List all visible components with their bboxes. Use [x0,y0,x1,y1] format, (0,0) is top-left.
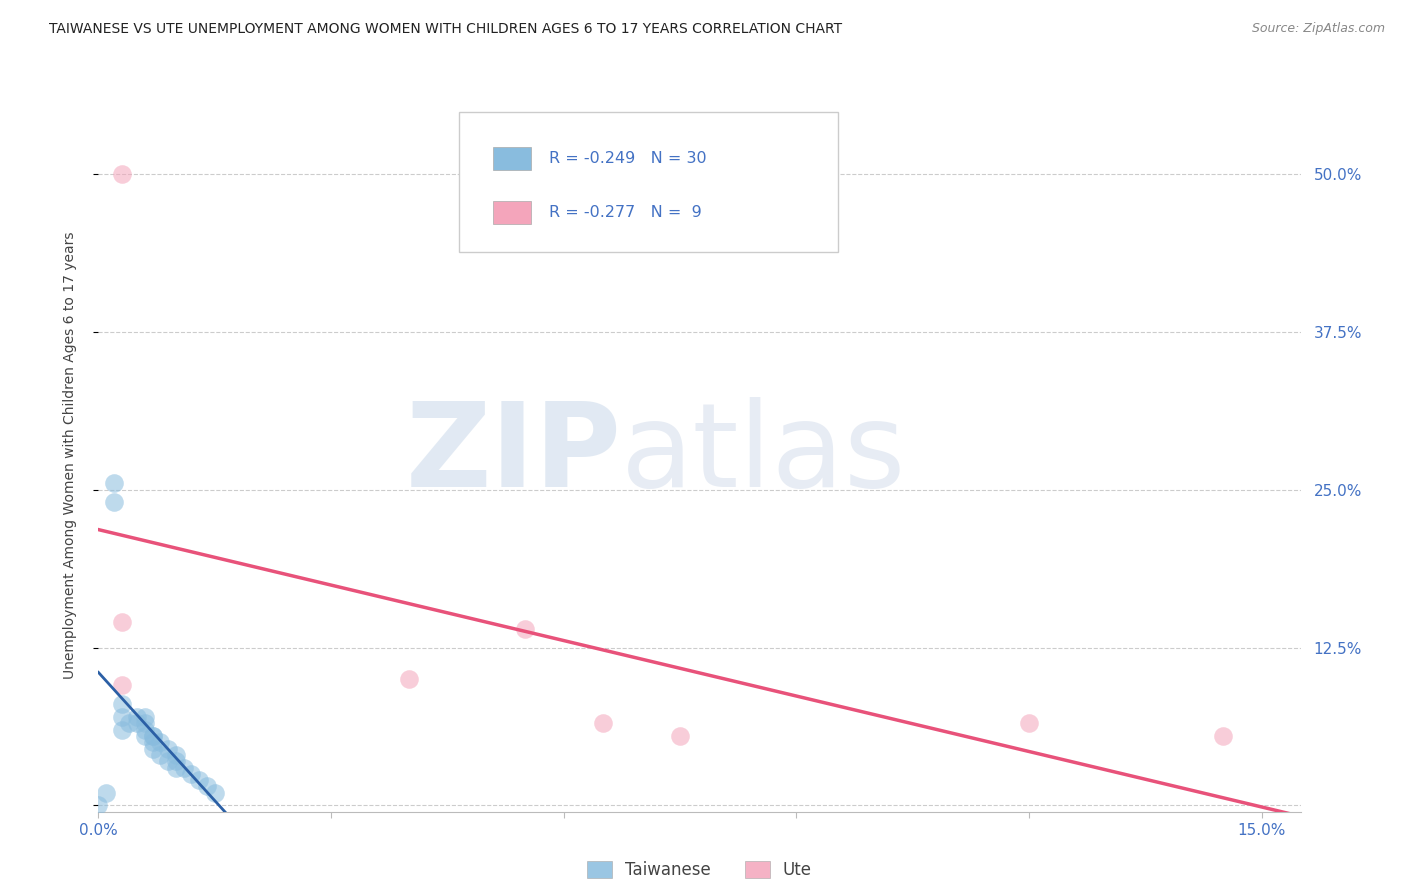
Point [1212,729,1234,743]
Text: Source: ZipAtlas.com: Source: ZipAtlas.com [1251,22,1385,36]
Point [111,698,134,712]
Point [149,747,172,762]
Y-axis label: Unemployment Among Women with Children Ages 6 to 17 years: Unemployment Among Women with Children A… [63,231,77,679]
Point [134,716,156,731]
Point [134,723,156,737]
Point [165,754,187,768]
Point [398,672,420,686]
Point [142,735,165,749]
Point [195,780,218,794]
Point [188,773,211,788]
Point [111,615,134,630]
Point [513,622,536,636]
Point [157,741,180,756]
Point [142,729,165,743]
Point [149,735,172,749]
FancyBboxPatch shape [492,147,531,170]
Point [103,476,125,491]
Point [111,167,134,181]
Point [173,760,195,774]
FancyBboxPatch shape [492,201,531,224]
Point [142,741,165,756]
Point [157,754,180,768]
Point [134,710,156,724]
Point [1018,716,1040,731]
Point [87,798,110,813]
Legend: Taiwanese, Ute: Taiwanese, Ute [581,854,818,886]
Point [111,678,134,692]
Text: atlas: atlas [621,398,907,512]
Point [669,729,692,743]
Point [592,716,614,731]
Point [111,723,134,737]
Point [96,786,118,800]
Point [118,716,141,731]
Text: R = -0.277   N =  9: R = -0.277 N = 9 [550,205,702,219]
Point [165,760,187,774]
FancyBboxPatch shape [458,112,838,252]
Point [204,786,226,800]
Point [127,710,149,724]
Point [142,729,165,743]
Point [180,767,202,781]
Text: ZIP: ZIP [405,398,621,512]
Text: R = -0.249   N = 30: R = -0.249 N = 30 [550,152,707,166]
Point [134,729,156,743]
Point [127,716,149,731]
Point [103,495,125,509]
Point [111,710,134,724]
Point [165,747,187,762]
Text: TAIWANESE VS UTE UNEMPLOYMENT AMONG WOMEN WITH CHILDREN AGES 6 TO 17 YEARS CORRE: TAIWANESE VS UTE UNEMPLOYMENT AMONG WOME… [49,22,842,37]
